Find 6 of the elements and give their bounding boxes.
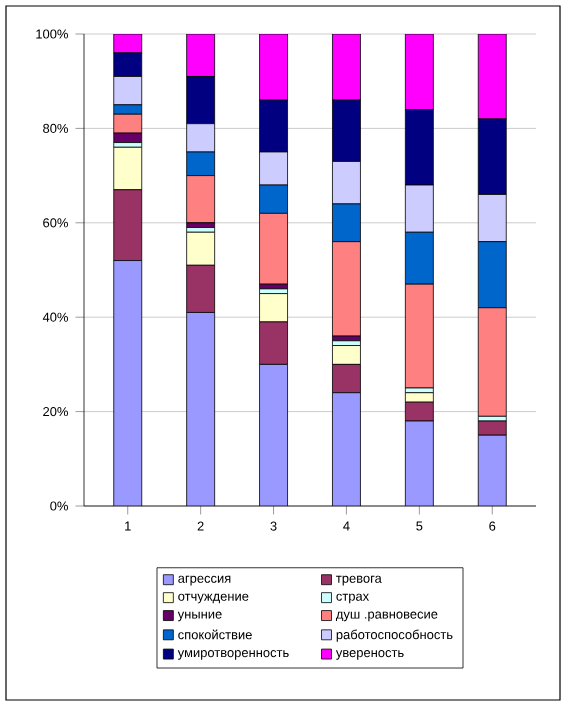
bar (259, 364, 288, 506)
bar (186, 312, 215, 506)
bar (405, 421, 434, 506)
bar (113, 260, 142, 506)
bar (477, 434, 507, 506)
bar (332, 392, 361, 506)
